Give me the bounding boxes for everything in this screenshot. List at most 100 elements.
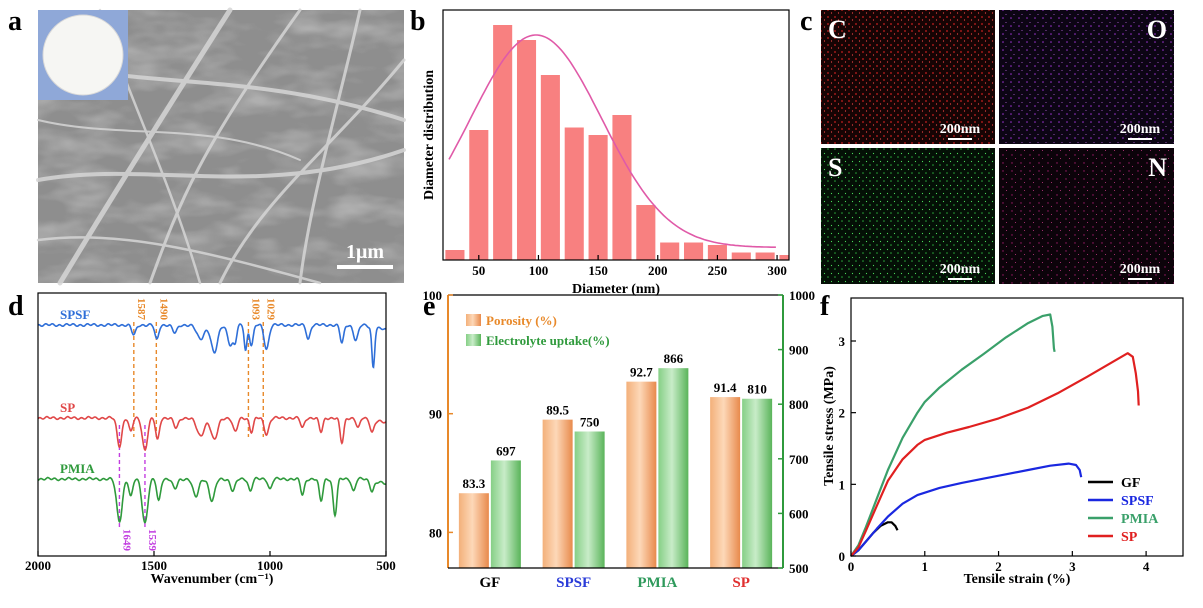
eds-map-sulfur bbox=[821, 148, 995, 284]
scale-text-c1: 200nm bbox=[940, 122, 981, 137]
porosity-value-label: 89.5 bbox=[546, 403, 569, 418]
peak-marker-label: 1649 bbox=[120, 529, 132, 552]
b-frame bbox=[442, 9, 790, 261]
uptake-value-label: 810 bbox=[747, 382, 767, 397]
f-legend: GF SPSF PMIA SP bbox=[1088, 476, 1159, 545]
uptake-value-label: 866 bbox=[664, 351, 684, 366]
d-x-tick-label: 1000 bbox=[257, 558, 283, 573]
b-x-tick-label: 300 bbox=[767, 263, 787, 278]
e-category-label: SP bbox=[732, 575, 750, 591]
panel-c: C O S N 200nm 200nm 200nm 200nm c bbox=[800, 6, 1174, 284]
f-x-tick-label: 4 bbox=[1143, 559, 1150, 574]
scale-bar-c1 bbox=[948, 138, 972, 140]
histogram-bar bbox=[469, 130, 489, 260]
f-y-label: Tensile stress (MPa) bbox=[822, 366, 837, 486]
eds-map-oxygen bbox=[999, 10, 1174, 144]
scale-bar-c2 bbox=[1128, 138, 1152, 140]
uptake-bar bbox=[490, 460, 521, 568]
peak-marker-label: 1587 bbox=[135, 298, 147, 321]
peak-marker-label: 1029 bbox=[264, 298, 276, 321]
e-axes: 80 90 100 500 600 700 800 900 1000 bbox=[423, 288, 816, 576]
f-curves bbox=[850, 313, 1140, 557]
histogram-bar bbox=[755, 252, 775, 260]
porosity-bar bbox=[710, 397, 741, 568]
f-x-label: Tensile strain (%) bbox=[964, 572, 1071, 587]
panel-d: 1587 1490 1093 1029 1649 1539 SPSF SP PMIA 2000… bbox=[8, 291, 396, 587]
peak-marker-label: 1539 bbox=[146, 529, 158, 552]
histogram-bars bbox=[445, 25, 789, 260]
d-spectra: SPSF SP PMIA bbox=[37, 307, 387, 524]
uptake-bar bbox=[658, 368, 689, 568]
uptake-value-label: 750 bbox=[580, 415, 600, 430]
peak-marker-label: 1490 bbox=[157, 298, 169, 321]
uptake-bar bbox=[574, 431, 605, 568]
b-x-tick-label: 250 bbox=[708, 263, 728, 278]
e-category-label: SPSF bbox=[556, 575, 591, 591]
ftir-line-sp bbox=[37, 415, 387, 452]
f-frame bbox=[850, 297, 1184, 557]
d-x-tick-label: 500 bbox=[376, 558, 396, 573]
scale-bar-c4 bbox=[1128, 278, 1152, 280]
histogram-bar bbox=[612, 115, 632, 260]
histogram-bar bbox=[684, 242, 704, 260]
f-x-tick-label: 3 bbox=[1069, 559, 1076, 574]
map-label-c: C bbox=[828, 15, 847, 44]
stress-curve-sp bbox=[850, 352, 1140, 557]
scale-bar-a bbox=[337, 265, 393, 269]
b-y-label: Diameter distribution bbox=[422, 70, 437, 200]
e-left-tick-label: 100 bbox=[423, 288, 443, 303]
panel-f: 0 1 2 3 4 0 1 2 3 GF SPSF PMIA SP Tensile strain (%… bbox=[820, 291, 1184, 587]
d-x-tick-label: 1500 bbox=[141, 558, 167, 573]
histogram-bar bbox=[516, 40, 537, 260]
histogram-bar bbox=[493, 25, 513, 260]
panel-b: 50 100 150 200 250 300 Diameter (nm) Diameter… bbox=[410, 6, 790, 297]
f-axes: 0 1 2 3 4 0 1 2 3 bbox=[839, 297, 1184, 574]
panel-label-c: c bbox=[800, 6, 812, 37]
membrane-disc bbox=[42, 14, 124, 96]
e-right-tick-label: 900 bbox=[789, 343, 809, 358]
stress-curve-spsf bbox=[850, 462, 1083, 557]
gaussian-fit-curve bbox=[448, 34, 776, 248]
d-x-label: Wavenumber (cm⁻¹) bbox=[151, 572, 274, 587]
legend-swatch-porosity bbox=[466, 314, 481, 326]
e-right-tick-label: 700 bbox=[789, 452, 809, 467]
legend-label-uptake: Electrolyte uptake(%) bbox=[486, 333, 610, 348]
scale-text-a: 1μm bbox=[346, 241, 384, 263]
b-x-tick-label: 50 bbox=[472, 263, 485, 278]
panel-label-a: a bbox=[8, 6, 22, 37]
histogram-bar bbox=[445, 250, 465, 260]
scale-text-c4: 200nm bbox=[1120, 262, 1161, 277]
panel-label-e: e bbox=[423, 291, 435, 322]
histogram-bar bbox=[707, 245, 727, 260]
histogram-bar bbox=[564, 127, 584, 260]
map-label-n: N bbox=[1148, 153, 1167, 182]
f-x-tick-label: 1 bbox=[922, 559, 929, 574]
d-frame bbox=[37, 292, 387, 557]
panel-a: 1μm a bbox=[8, 6, 406, 286]
e-right-tick-label: 600 bbox=[789, 506, 809, 521]
e-right-tick-label: 800 bbox=[789, 397, 809, 412]
b-x-ticks: 50 100 150 200 250 300 bbox=[472, 255, 787, 278]
e-right-tick-label: 1000 bbox=[789, 288, 815, 303]
uptake-value-label: 697 bbox=[496, 443, 516, 458]
panel-e: 83.3 697 GF 89.5 750 SPSF 92.7 866 PMIA 91.4 810 SP… bbox=[423, 288, 816, 591]
d-x-tick-label: 2000 bbox=[25, 558, 51, 573]
e-bars: 83.3 697 GF 89.5 750 SPSF 92.7 866 PMIA 91.4 810 SP bbox=[458, 351, 773, 591]
panel-label-f: f bbox=[820, 291, 830, 322]
b-x-label: Diameter (nm) bbox=[572, 282, 660, 297]
histogram-bar bbox=[731, 252, 751, 260]
f-y-tick-label: 2 bbox=[839, 406, 846, 421]
porosity-value-label: 83.3 bbox=[463, 476, 486, 491]
legend-label-porosity: Porosity (%) bbox=[486, 313, 557, 328]
d-x-ticks: 2000 1500 1000 500 bbox=[25, 551, 396, 573]
scale-text-c3: 200nm bbox=[940, 262, 981, 277]
map-label-o: O bbox=[1147, 15, 1167, 44]
histogram-bar bbox=[588, 135, 608, 260]
d-peak-markers: 1587 1490 1093 1029 1649 1539 bbox=[118, 298, 276, 552]
legend-label-spsf: SPSF bbox=[1121, 494, 1154, 509]
histogram-bar bbox=[779, 255, 789, 260]
eds-map-nitrogen bbox=[999, 148, 1174, 284]
f-y-tick-label: 0 bbox=[839, 549, 846, 564]
porosity-value-label: 92.7 bbox=[630, 365, 653, 380]
